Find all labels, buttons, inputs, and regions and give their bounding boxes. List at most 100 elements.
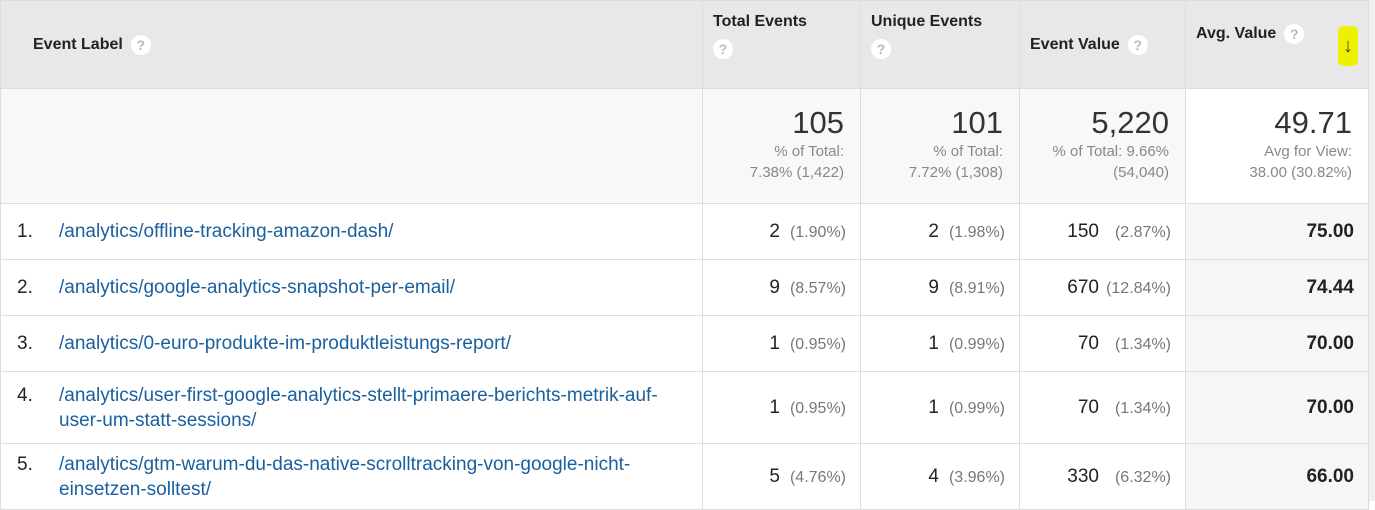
- avg-value-cell: 66.00: [1185, 443, 1369, 510]
- value: 2: [769, 220, 780, 242]
- avg-value-cell: 70.00: [1185, 371, 1369, 444]
- help-icon[interactable]: ?: [1127, 34, 1148, 55]
- total-events-cell: 1 (0.95%): [702, 315, 861, 372]
- unique-events-cell: 9 (8.91%): [860, 259, 1020, 316]
- value: 1: [928, 332, 939, 354]
- total-events-cell: 5 (4.76%): [702, 443, 861, 510]
- table-row: 2. /analytics/google-analytics-snapshot-p…: [0, 259, 1369, 316]
- percent: (1.34%): [1114, 335, 1171, 353]
- header-text: Total Events: [713, 13, 807, 30]
- col-unique-events[interactable]: Unique Events?: [860, 0, 1020, 89]
- percent: (2.87%): [1114, 223, 1171, 241]
- unique-events-cell: 2 (1.98%): [860, 203, 1020, 260]
- row-index: 3.: [17, 333, 33, 354]
- header-text: Unique Events: [871, 13, 983, 30]
- total-events-cell: 1 (0.95%): [702, 371, 861, 444]
- col-total-events[interactable]: Total Events?: [702, 0, 861, 89]
- value: 9: [769, 276, 780, 298]
- summary-total: 105 % of Total: 7.38% (1,422): [702, 88, 861, 204]
- event-value-cell: 70 (1.34%): [1019, 315, 1186, 372]
- event-label-link[interactable]: /analytics/offline-tracking-amazon-dash/: [59, 221, 394, 242]
- percent: (8.57%): [789, 279, 846, 297]
- unique-events-cell: 1 (0.99%): [860, 371, 1020, 444]
- percent: (0.95%): [789, 335, 846, 353]
- summary-note: % of Total:: [774, 143, 844, 160]
- value: 670: [1067, 276, 1099, 298]
- table-row: 3. /analytics/0-euro-produkte-im-produktl…: [0, 315, 1369, 372]
- help-icon[interactable]: ?: [1284, 23, 1305, 44]
- event-label-link[interactable]: /analytics/gtm-warum-du-das-native-scrol…: [59, 453, 631, 500]
- header-text: Event Label: [33, 35, 123, 53]
- event-label-cell: 2. /analytics/google-analytics-snapshot-p…: [0, 259, 703, 316]
- row-index: 5.: [17, 453, 33, 475]
- summary-value: 49.71: [1274, 105, 1352, 140]
- help-icon[interactable]: ?: [871, 39, 891, 59]
- percent: (1.90%): [789, 223, 846, 241]
- summary-note: % of Total:: [933, 143, 1003, 160]
- row-index: 4.: [17, 384, 33, 406]
- percent: (4.76%): [789, 468, 846, 486]
- unique-events-cell: 4 (3.96%): [860, 443, 1020, 510]
- event-label-cell: 3. /analytics/0-euro-produkte-im-produktl…: [0, 315, 703, 372]
- summary-note: Avg for View:: [1264, 143, 1352, 160]
- summary-value: 5,220: [1091, 105, 1169, 140]
- header-text: Event Value: [1030, 35, 1120, 53]
- percent: (1.98%): [948, 223, 1005, 241]
- event-value-cell: 150 (2.87%): [1019, 203, 1186, 260]
- unique-events-cell: 1 (0.99%): [860, 315, 1020, 372]
- percent: (8.91%): [948, 279, 1005, 297]
- help-icon[interactable]: ?: [713, 39, 733, 59]
- row-index: 2.: [17, 277, 33, 298]
- table-row: 4. /analytics/user-first-google-analytics…: [0, 371, 1369, 444]
- total-events-cell: 9 (8.57%): [702, 259, 861, 316]
- event-label-link[interactable]: /analytics/google-analytics-snapshot-per…: [59, 277, 456, 298]
- sort-descending-icon[interactable]: ↓: [1338, 25, 1358, 66]
- summary-unique: 101 % of Total: 7.72% (1,308): [860, 88, 1020, 204]
- summary-note: % of Total: 9.66%: [1052, 143, 1169, 160]
- event-value-cell: 670 (12.84%): [1019, 259, 1186, 316]
- avg-value-cell: 75.00: [1185, 203, 1369, 260]
- percent: (3.96%): [948, 468, 1005, 486]
- value: 4: [928, 465, 939, 487]
- event-label-cell: 5. /analytics/gtm-warum-du-das-native-scr…: [0, 443, 703, 510]
- value: 70: [1077, 332, 1099, 354]
- event-value-cell: 70 (1.34%): [1019, 371, 1186, 444]
- summary-note: 7.38% (1,422): [749, 164, 844, 181]
- summary-value: 105: [792, 105, 844, 140]
- percent: (1.34%): [1114, 399, 1171, 417]
- value: 5: [769, 465, 780, 487]
- header-text: Avg. Value: [1196, 24, 1277, 42]
- value: 2: [928, 220, 939, 242]
- event-label-link[interactable]: /analytics/user-first-google-analytics-s…: [59, 384, 658, 431]
- value: 150: [1067, 220, 1099, 242]
- value: 1: [928, 396, 939, 418]
- summary-note: (54,040): [1113, 164, 1169, 181]
- avg-value-cell: 70.00: [1185, 315, 1369, 372]
- summary-value-col: 5,220 % of Total: 9.66% (54,040): [1019, 88, 1186, 204]
- col-avg-value[interactable]: Avg. Value? ↓: [1185, 0, 1369, 89]
- total-events-cell: 2 (1.90%): [702, 203, 861, 260]
- value: 1: [769, 332, 780, 354]
- event-label-cell: 4. /analytics/user-first-google-analytics…: [0, 371, 703, 444]
- value: 70: [1077, 396, 1099, 418]
- summary-empty: [0, 88, 703, 204]
- col-event-value[interactable]: Event Value?: [1019, 0, 1186, 89]
- summary-value: 101: [951, 105, 1003, 140]
- summary-note: 38.00 (30.82%): [1249, 164, 1352, 181]
- row-index: 1.: [17, 221, 33, 242]
- percent: (6.32%): [1114, 468, 1171, 486]
- table-row: 5. /analytics/gtm-warum-du-das-native-scr…: [0, 443, 1369, 510]
- summary-note: 7.72% (1,308): [908, 164, 1003, 181]
- event-label-link[interactable]: /analytics/0-euro-produkte-im-produktlei…: [59, 333, 511, 354]
- help-icon[interactable]: ?: [130, 34, 151, 55]
- value: 330: [1067, 465, 1099, 487]
- value: 9: [928, 276, 939, 298]
- percent: (0.99%): [948, 335, 1005, 353]
- header-row: Event Label? Total Events? Unique Events…: [0, 0, 1369, 89]
- scrollbar[interactable]: [1368, 0, 1375, 501]
- avg-value-cell: 74.44: [1185, 259, 1369, 316]
- col-event-label[interactable]: Event Label?: [0, 0, 703, 89]
- value: 1: [769, 396, 780, 418]
- event-value-cell: 330 (6.32%): [1019, 443, 1186, 510]
